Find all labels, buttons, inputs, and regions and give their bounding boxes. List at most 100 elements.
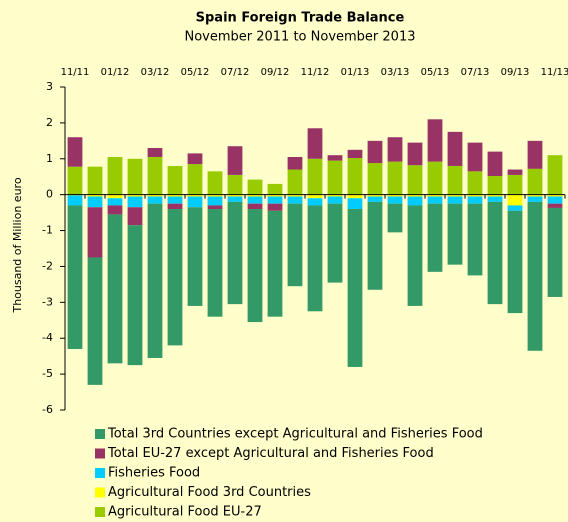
bar-segment	[387, 137, 403, 162]
legend-swatch	[95, 429, 105, 439]
bar-segment	[167, 165, 183, 195]
bar-segment	[227, 174, 243, 195]
bar-segment	[267, 196, 283, 204]
bar-segment	[207, 209, 223, 317]
bar-segment	[527, 194, 543, 197]
bar-segment	[547, 194, 563, 197]
bar-segment	[367, 196, 383, 202]
bar-segment	[127, 207, 143, 226]
bar-segment	[527, 201, 543, 351]
y-tick-label: -3	[42, 295, 53, 308]
bar-segment	[407, 194, 423, 197]
bar-segment	[447, 194, 463, 197]
bar-segment	[67, 205, 83, 349]
bar-segment	[107, 205, 123, 215]
bar-segment	[367, 163, 383, 195]
x-tick-label: 07/13	[461, 67, 490, 78]
legend-swatch	[95, 468, 105, 478]
bar-segment	[507, 210, 523, 314]
bar-segment	[307, 194, 323, 199]
bar-segment	[87, 257, 103, 385]
bar-segment	[67, 195, 83, 206]
bar-segment	[107, 198, 123, 206]
bar-segment	[87, 166, 103, 195]
x-tick-label: 07/12	[221, 67, 250, 78]
bar-segment	[87, 194, 103, 197]
bar-segment	[387, 196, 403, 204]
bar-segment	[367, 201, 383, 290]
bar-segment	[487, 151, 503, 177]
bar-segment	[247, 203, 263, 210]
y-tick-label: -6	[42, 403, 53, 416]
bar-segment	[427, 196, 443, 204]
bar-segment	[347, 198, 363, 210]
bar-segment	[467, 171, 483, 195]
bar-segment	[167, 203, 183, 210]
bar-segment	[507, 194, 523, 206]
bar-segment	[527, 168, 543, 195]
bar-segment	[447, 131, 463, 166]
bar-segment	[547, 196, 563, 204]
bar-segment	[447, 203, 463, 265]
bar-segment	[167, 196, 183, 204]
bar-segment	[387, 203, 403, 233]
y-tick-label: 1	[46, 152, 53, 165]
bar-segment	[407, 196, 423, 206]
bar-segment	[87, 207, 103, 258]
bar-segment	[127, 194, 143, 197]
x-tick-label: 09/12	[261, 67, 290, 78]
bar-segment	[167, 194, 183, 197]
bar-segment	[487, 176, 503, 195]
bar-segment	[407, 142, 423, 166]
bar-segment	[147, 156, 163, 195]
bar-segment	[167, 209, 183, 346]
bar-segment	[427, 161, 443, 195]
bar-segment	[327, 194, 343, 197]
bar-segment	[487, 194, 503, 197]
x-tick-label: 01/13	[341, 67, 370, 78]
bar-segment	[307, 198, 323, 206]
bar-segment	[267, 210, 283, 317]
bar-segment	[287, 156, 303, 170]
bar-segment	[467, 142, 483, 172]
bar-segment	[227, 196, 243, 202]
bar-segment	[467, 196, 483, 204]
bar-segment	[327, 155, 343, 161]
y-tick-label: -2	[42, 259, 53, 272]
bar-segment	[507, 169, 523, 175]
bar-segment	[307, 205, 323, 312]
bar-segment	[247, 179, 263, 195]
bar-segment	[347, 209, 363, 367]
bar-segment	[127, 225, 143, 366]
bar-segment	[127, 158, 143, 195]
bar-segment	[487, 201, 503, 305]
x-tick-label: 09/13	[501, 67, 530, 78]
legend-swatch	[95, 507, 105, 517]
x-tick-label: 03/12	[141, 67, 170, 78]
y-tick-label: 0	[46, 188, 53, 201]
bar-segment	[267, 183, 283, 195]
bar-segment	[307, 158, 323, 195]
bar-segment	[387, 194, 403, 197]
bar-segment	[327, 160, 343, 195]
bar-segment	[187, 194, 203, 197]
bar-segment	[407, 165, 423, 195]
bar-segment	[467, 194, 483, 197]
bar-segment	[427, 203, 443, 272]
bar-segment	[347, 158, 363, 195]
legend-swatch	[95, 448, 105, 459]
bar-segment	[307, 128, 323, 159]
bar-segment	[287, 194, 303, 197]
bar-segment	[107, 214, 123, 364]
x-tick-label: 03/13	[381, 67, 410, 78]
bar-segment	[187, 196, 203, 208]
bar-segment	[447, 165, 463, 195]
bar-segment	[107, 156, 123, 195]
bar-segment	[427, 119, 443, 162]
bar-segment	[227, 146, 243, 175]
bar-segment	[247, 196, 263, 204]
chart-subtitle: November 2011 to November 2013	[184, 30, 415, 45]
bar-segment	[547, 203, 563, 208]
y-axis-label: Thousand of Million euro	[11, 177, 24, 313]
